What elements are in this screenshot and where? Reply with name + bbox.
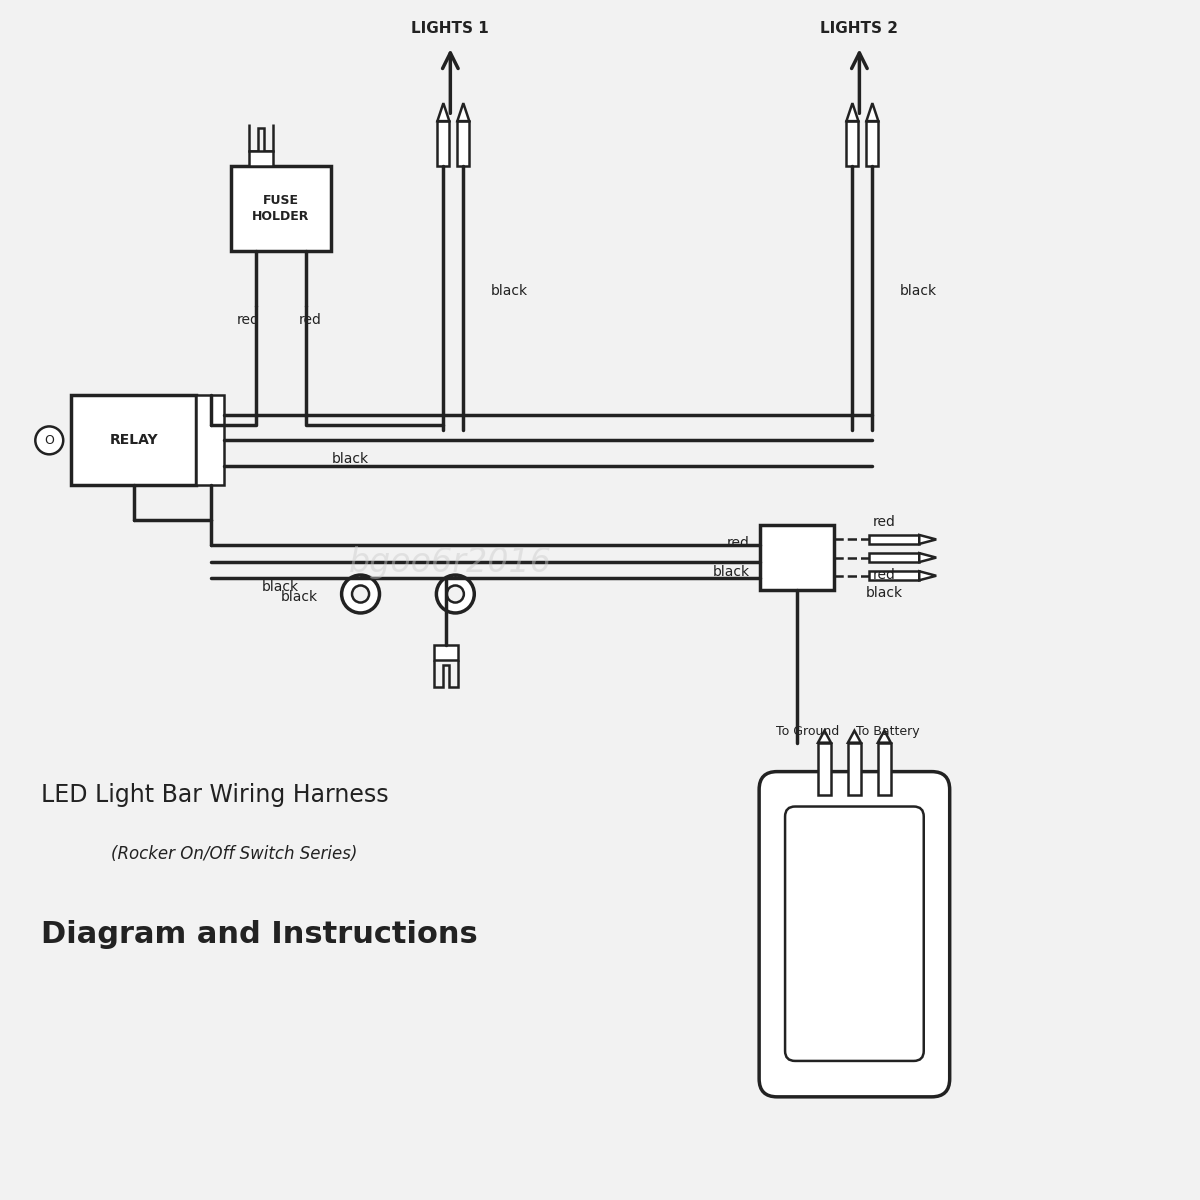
Text: black: black xyxy=(281,590,318,604)
Text: To Ground: To Ground xyxy=(776,725,840,738)
Bar xyxy=(869,535,919,544)
Text: LIGHTS 1: LIGHTS 1 xyxy=(412,22,490,36)
Polygon shape xyxy=(848,731,860,743)
Bar xyxy=(760,526,834,590)
Polygon shape xyxy=(846,103,858,121)
Text: black: black xyxy=(491,283,527,298)
Circle shape xyxy=(446,586,464,602)
Circle shape xyxy=(342,575,379,613)
Text: RELAY: RELAY xyxy=(109,433,158,448)
Bar xyxy=(248,151,272,166)
Bar xyxy=(230,166,331,251)
Bar xyxy=(846,121,858,166)
Text: black: black xyxy=(262,580,299,594)
Bar xyxy=(878,743,890,794)
Polygon shape xyxy=(818,731,830,743)
Polygon shape xyxy=(866,103,878,121)
Polygon shape xyxy=(919,571,936,581)
Bar xyxy=(434,644,458,660)
Polygon shape xyxy=(919,553,936,562)
Text: red: red xyxy=(872,516,895,529)
Text: red: red xyxy=(236,313,259,326)
Polygon shape xyxy=(878,731,890,743)
Bar xyxy=(457,121,469,166)
Polygon shape xyxy=(919,535,936,544)
Text: LIGHTS 2: LIGHTS 2 xyxy=(821,22,899,36)
Bar xyxy=(848,743,860,794)
Text: (Rocker On/Off Switch Series): (Rocker On/Off Switch Series) xyxy=(112,846,358,864)
Text: bgoo6r2016: bgoo6r2016 xyxy=(349,546,552,578)
Text: red: red xyxy=(299,313,322,326)
Bar xyxy=(818,743,830,794)
Circle shape xyxy=(352,586,370,602)
Text: Diagram and Instructions: Diagram and Instructions xyxy=(41,919,478,949)
Text: black: black xyxy=(899,283,936,298)
FancyBboxPatch shape xyxy=(785,806,924,1061)
Bar xyxy=(196,396,224,485)
Text: black: black xyxy=(713,565,750,578)
Text: To Battery: To Battery xyxy=(857,725,920,738)
Text: black: black xyxy=(332,452,370,467)
Text: LED Light Bar Wiring Harness: LED Light Bar Wiring Harness xyxy=(41,782,389,806)
Circle shape xyxy=(35,426,64,455)
Text: red: red xyxy=(727,536,750,551)
Bar xyxy=(437,121,449,166)
Bar xyxy=(866,121,878,166)
Bar xyxy=(71,396,196,485)
Text: O: O xyxy=(44,434,54,446)
Polygon shape xyxy=(437,103,449,121)
Polygon shape xyxy=(457,103,469,121)
Circle shape xyxy=(437,575,474,613)
Bar xyxy=(869,571,919,581)
Bar xyxy=(869,553,919,562)
Text: black: black xyxy=(865,586,902,600)
FancyBboxPatch shape xyxy=(760,772,949,1097)
Text: red: red xyxy=(872,568,895,582)
Text: FUSE
HOLDER: FUSE HOLDER xyxy=(252,194,310,223)
